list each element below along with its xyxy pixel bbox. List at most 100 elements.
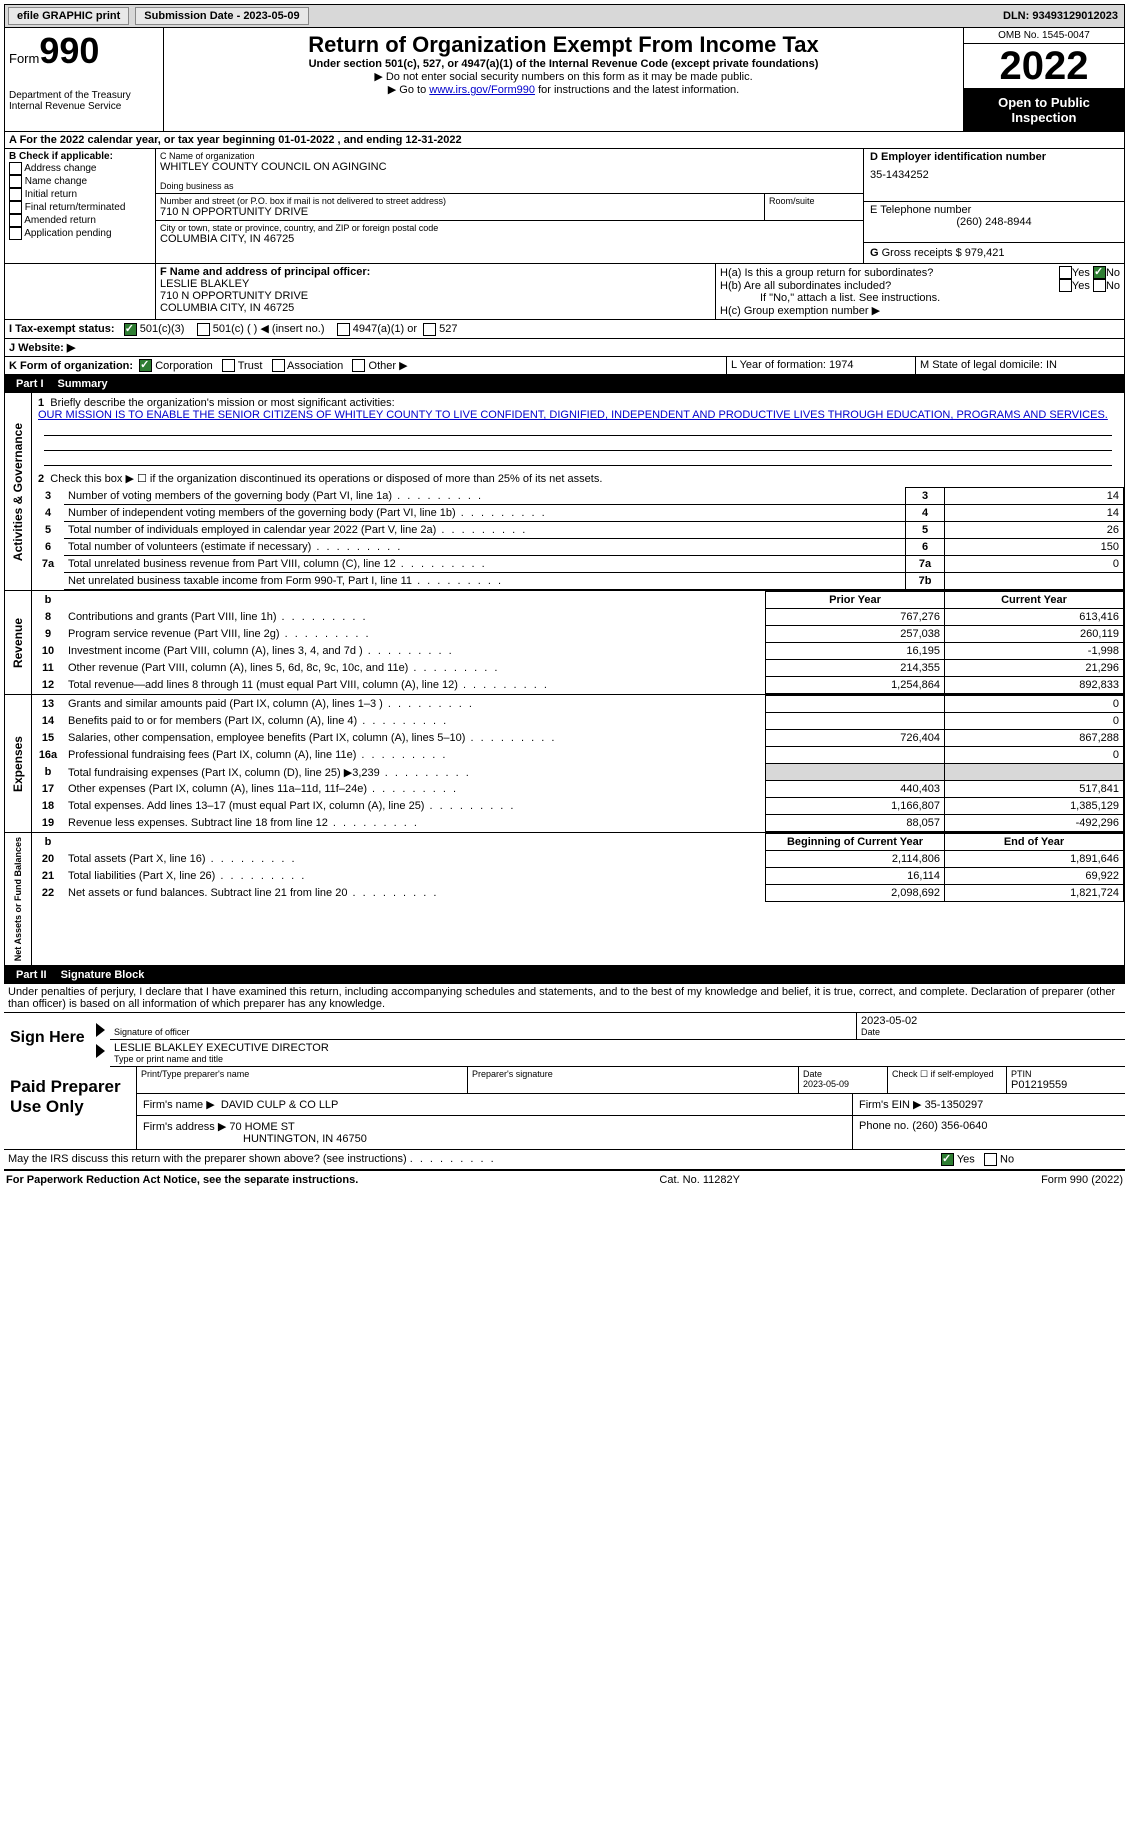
firm-name: DAVID CULP & CO LLP xyxy=(221,1099,339,1111)
efile-print-button[interactable]: efile GRAPHIC print xyxy=(8,7,129,25)
boxb-checkbox[interactable] xyxy=(9,162,22,175)
ein-value: 35-1434252 xyxy=(870,169,1118,181)
h-b-note: If "No," attach a list. See instructions… xyxy=(720,292,1120,304)
sig-date-label: Date xyxy=(861,1027,1121,1037)
ptin-value: P01219559 xyxy=(1011,1079,1121,1091)
assoc-checkbox[interactable] xyxy=(272,359,285,372)
boxb-checkbox[interactable] xyxy=(9,188,22,201)
street-address: 710 N OPPORTUNITY DRIVE xyxy=(160,206,760,218)
box-c: C Name of organization WHITLEY COUNTY CO… xyxy=(156,149,864,264)
irs-link[interactable]: www.irs.gov/Form990 xyxy=(429,84,535,96)
expenses-table: 13Grants and similar amounts paid (Part … xyxy=(32,695,1124,832)
firm-addr2: HUNTINGTON, IN 46750 xyxy=(243,1133,367,1145)
org-name-label: C Name of organization xyxy=(160,151,859,161)
boxb-checkbox[interactable] xyxy=(9,227,22,240)
501c-checkbox[interactable] xyxy=(197,323,210,336)
firm-ein: 35-1350297 xyxy=(925,1099,984,1111)
corp-checkbox[interactable] xyxy=(139,359,152,372)
omb-number: OMB No. 1545-0047 xyxy=(964,28,1124,44)
summary-section: Activities & Governance 1 Briefly descri… xyxy=(4,393,1125,591)
dept-treasury: Department of the Treasury xyxy=(9,90,159,101)
h-a-label: H(a) Is this a group return for subordin… xyxy=(720,267,1059,279)
sig-date-value: 2023-05-02 xyxy=(861,1015,1121,1027)
ha-no-checkbox[interactable] xyxy=(1093,266,1106,279)
vlabel-governance: Activities & Governance xyxy=(9,419,27,565)
page-footer: For Paperwork Reduction Act Notice, see … xyxy=(4,1171,1125,1189)
sign-here-block: Sign Here Signature of officer 2023-05-0… xyxy=(4,1013,1125,1067)
city-label: City or town, state or province, country… xyxy=(160,223,859,233)
hb-no-checkbox[interactable] xyxy=(1093,279,1106,292)
sign-here-label: Sign Here xyxy=(4,1013,96,1067)
penalty-statement: Under penalties of perjury, I declare th… xyxy=(4,984,1125,1013)
arrow-icon xyxy=(96,1044,105,1058)
officer-addr2: COLUMBIA CITY, IN 46725 xyxy=(160,302,711,314)
4947-checkbox[interactable] xyxy=(337,323,350,336)
line-a: A For the 2022 calendar year, or tax yea… xyxy=(4,132,1125,149)
firm-addr1: 70 HOME ST xyxy=(229,1121,294,1133)
paid-preparer-block: Paid Preparer Use Only Print/Type prepar… xyxy=(4,1067,1125,1150)
paid-preparer-label: Paid Preparer Use Only xyxy=(4,1067,136,1150)
header-left: Form990 Department of the Treasury Inter… xyxy=(4,28,164,132)
dln-text: DLN: 93493129012023 xyxy=(1003,10,1124,22)
irs-label: Internal Revenue Service xyxy=(9,101,159,112)
gross-receipts: Gross receipts $ 979,421 xyxy=(882,247,1005,259)
part2-header: Part IISignature Block xyxy=(4,966,1125,984)
discuss-yes-checkbox[interactable] xyxy=(941,1153,954,1166)
ha-yes-checkbox[interactable] xyxy=(1059,266,1072,279)
officer-name-title: LESLIE BLAKLEY EXECUTIVE DIRECTOR xyxy=(114,1042,1121,1054)
h-c-label: H(c) Group exemption number ▶ xyxy=(720,304,1120,317)
box-b: B Check if applicable: Address change Na… xyxy=(4,149,156,264)
officer-addr1: 710 N OPPORTUNITY DRIVE xyxy=(160,290,711,302)
discuss-row: May the IRS discuss this return with the… xyxy=(4,1150,1125,1171)
other-checkbox[interactable] xyxy=(352,359,365,372)
phone-value: (260) 248-8944 xyxy=(870,216,1118,228)
city-state-zip: COLUMBIA CITY, IN 46725 xyxy=(160,233,859,245)
box-right: D Employer identification number 35-1434… xyxy=(864,149,1125,264)
arrow-icon xyxy=(96,1023,105,1037)
year-formation: L Year of formation: 1974 xyxy=(727,357,916,376)
phone-label: E Telephone number xyxy=(870,204,1118,216)
vlabel-netassets: Net Assets or Fund Balances xyxy=(11,833,25,965)
mission-text: OUR MISSION IS TO ENABLE THE SENIOR CITI… xyxy=(38,409,1108,421)
room-label: Room/suite xyxy=(769,196,859,206)
note-link: ▶ Go to www.irs.gov/Form990 for instruct… xyxy=(168,83,959,96)
submission-date-button[interactable]: Submission Date - 2023-05-09 xyxy=(135,7,308,25)
state-domicile: M State of legal domicile: IN xyxy=(916,357,1125,376)
boxb-checkbox[interactable] xyxy=(9,175,22,188)
form-header: Form990 Department of the Treasury Inter… xyxy=(4,28,1125,132)
top-bar: efile GRAPHIC print Submission Date - 20… xyxy=(4,4,1125,28)
part1-header: Part ISummary xyxy=(4,375,1125,393)
form-title: Return of Organization Exempt From Incom… xyxy=(168,32,959,58)
netassets-table: bBeginning of Current YearEnd of Year20T… xyxy=(32,833,1124,902)
boxb-checkbox[interactable] xyxy=(9,214,22,227)
discuss-no-checkbox[interactable] xyxy=(984,1153,997,1166)
ein-label: D Employer identification number xyxy=(870,151,1118,163)
527-checkbox[interactable] xyxy=(423,323,436,336)
line2-text: Check this box ▶ ☐ if the organization d… xyxy=(50,473,602,485)
vlabel-revenue: Revenue xyxy=(9,614,27,672)
box-f-label: F Name and address of principal officer: xyxy=(160,266,711,278)
trust-checkbox[interactable] xyxy=(222,359,235,372)
tax-status-label: I Tax-exempt status: xyxy=(9,323,115,335)
note-ssn: ▶ Do not enter social security numbers o… xyxy=(168,70,959,83)
header-right: OMB No. 1545-0047 2022 Open to Public In… xyxy=(964,28,1125,132)
org-name: WHITLEY COUNTY COUNCIL ON AGINGINC xyxy=(160,161,859,173)
officer-block: F Name and address of principal officer:… xyxy=(4,264,1125,320)
form-subtitle: Under section 501(c), 527, or 4947(a)(1)… xyxy=(168,58,959,70)
firm-phone: (260) 356-0640 xyxy=(912,1120,987,1132)
header-mid: Return of Organization Exempt From Incom… xyxy=(164,28,964,132)
open-inspection: Open to Public Inspection xyxy=(964,89,1124,131)
hb-yes-checkbox[interactable] xyxy=(1059,279,1072,292)
website-label: J Website: ▶ xyxy=(4,339,1125,357)
boxb-checkbox[interactable] xyxy=(9,201,22,214)
addr-label: Number and street (or P.O. box if mail i… xyxy=(160,196,760,206)
sig-officer-label: Signature of officer xyxy=(114,1027,852,1037)
governance-table: 3Number of voting members of the governi… xyxy=(32,487,1124,590)
501c3-checkbox[interactable] xyxy=(124,323,137,336)
type-name-label: Type or print name and title xyxy=(114,1054,1121,1064)
tax-year: 2022 xyxy=(964,44,1124,89)
officer-name: LESLIE BLAKLEY xyxy=(160,278,711,290)
form-number: Form990 xyxy=(9,30,159,72)
revenue-table: bPrior YearCurrent Year8Contributions an… xyxy=(32,591,1124,694)
vlabel-expenses: Expenses xyxy=(9,732,27,796)
